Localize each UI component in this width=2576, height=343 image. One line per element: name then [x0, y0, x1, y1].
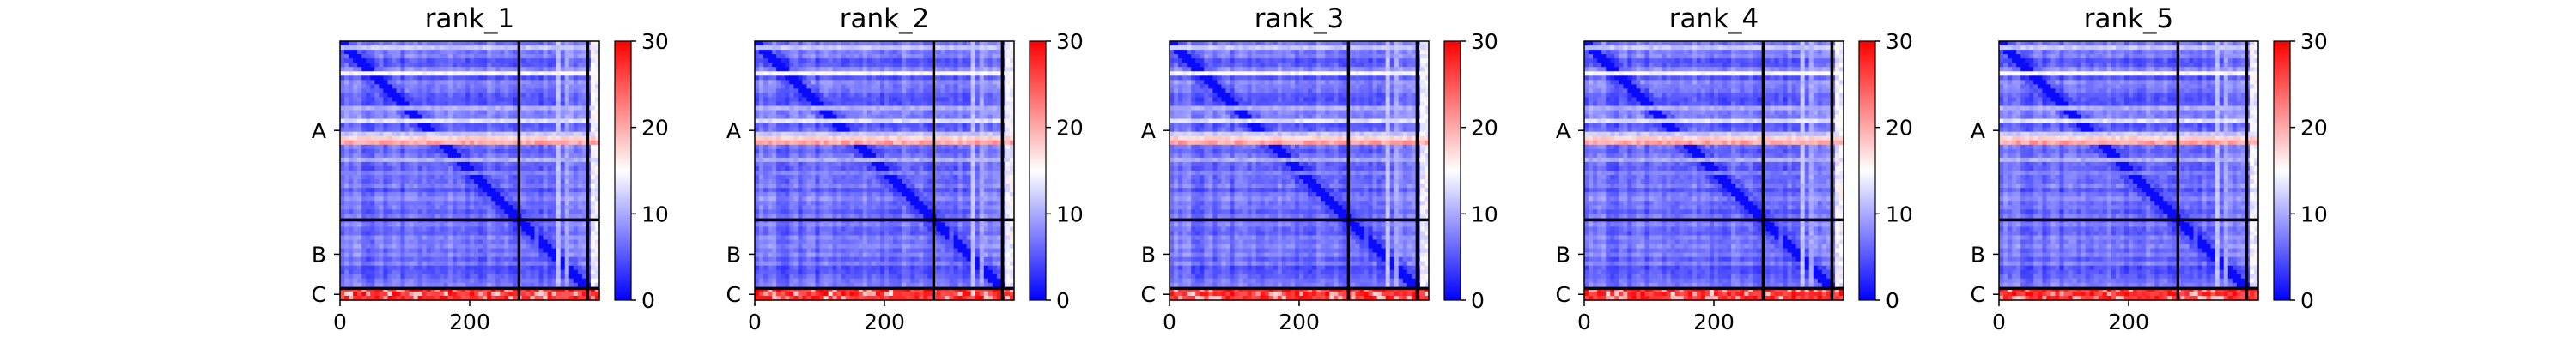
colorbar-tick-label: 30	[1056, 29, 1084, 54]
chain-label: C	[726, 282, 741, 307]
chain-label: A	[726, 118, 741, 143]
x-tick-label: 0	[748, 310, 762, 334]
x-tick-label: 200	[1693, 310, 1735, 334]
colorbar-tick-label: 30	[1471, 29, 1498, 54]
x-tick-label: 0	[333, 310, 347, 334]
panel-title: rank_1	[425, 3, 515, 34]
pae-heatmap	[1170, 41, 1430, 301]
pae-heatmap	[340, 41, 600, 301]
x-tick-label: 200	[449, 310, 490, 334]
chain-label: A	[1971, 118, 1985, 143]
chain-label: A	[312, 118, 326, 143]
x-tick-label: 200	[2108, 310, 2149, 334]
colorbar-tick-label: 10	[1056, 202, 1084, 226]
chain-label: B	[312, 242, 326, 267]
colorbar-tick-label: 0	[2300, 288, 2314, 313]
x-tick-label: 200	[864, 310, 905, 334]
colorbar-tick-label: 0	[641, 288, 655, 313]
chain-label: B	[726, 242, 741, 267]
colorbar-tick-label: 0	[1056, 288, 1070, 313]
x-tick-label: 200	[1279, 310, 1320, 334]
pae-heatmap	[1584, 41, 1844, 301]
panel-title: rank_4	[1669, 3, 1759, 34]
colorbar-tick-label: 0	[1471, 288, 1485, 313]
panel-title: rank_2	[840, 3, 930, 34]
x-tick-label: 0	[1992, 310, 2006, 334]
panel-title: rank_3	[1255, 3, 1345, 34]
colorbar	[2273, 40, 2291, 301]
colorbar-tick-label: 30	[1886, 29, 1913, 54]
chain-label: C	[1556, 282, 1571, 307]
colorbar	[1029, 40, 1047, 301]
colorbar-tick-label: 30	[641, 29, 669, 54]
chain-label: B	[1971, 242, 1985, 267]
colorbar-tick-label: 30	[2300, 29, 2328, 54]
colorbar-tick-label: 0	[1886, 288, 1899, 313]
chain-label: C	[1971, 282, 1985, 307]
chain-label: A	[1556, 118, 1571, 143]
pae-heatmap	[1999, 41, 2259, 301]
colorbar-tick-label: 20	[1886, 116, 1913, 141]
chain-label: C	[312, 282, 326, 307]
colorbar	[1443, 40, 1461, 301]
colorbar-tick-label: 10	[641, 202, 669, 226]
pae-heatmap	[755, 41, 1015, 301]
colorbar-tick-label: 10	[2300, 202, 2328, 226]
colorbar	[614, 40, 632, 301]
colorbar-tick-label: 10	[1471, 202, 1498, 226]
chain-label: A	[1141, 118, 1156, 143]
colorbar-tick-label: 20	[2300, 116, 2328, 141]
chain-label: B	[1141, 242, 1156, 267]
x-tick-label: 0	[1577, 310, 1591, 334]
colorbar-tick-label: 20	[641, 116, 669, 141]
colorbar-tick-label: 20	[1056, 116, 1084, 141]
colorbar	[1858, 40, 1876, 301]
x-tick-label: 0	[1163, 310, 1176, 334]
colorbar-tick-label: 20	[1471, 116, 1498, 141]
panel-title: rank_5	[2084, 3, 2174, 34]
colorbar-tick-label: 10	[1886, 202, 1913, 226]
chain-label: C	[1141, 282, 1156, 307]
chain-label: B	[1556, 242, 1571, 267]
